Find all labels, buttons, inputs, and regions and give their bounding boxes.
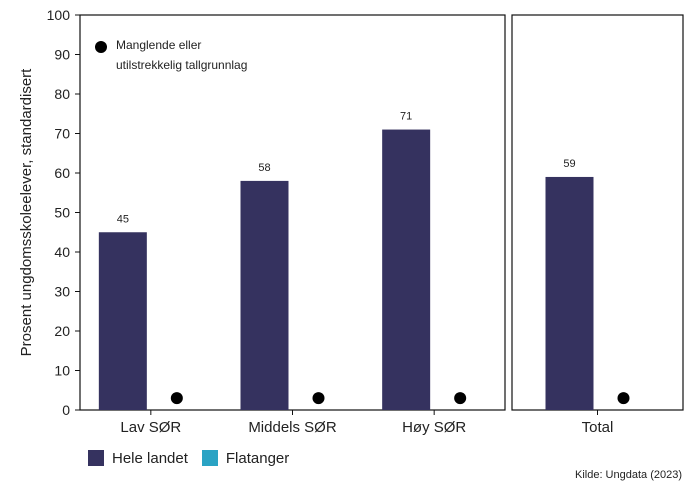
y-tick-label: 50 <box>54 205 70 221</box>
x-category-label: Middels SØR <box>248 419 337 436</box>
bar-value-label: 58 <box>258 162 270 174</box>
missing-data-marker <box>617 392 630 405</box>
legend-swatch-hele-landet <box>88 450 104 466</box>
y-tick-label: 0 <box>62 402 70 418</box>
missing-data-marker <box>312 392 325 405</box>
missing-data-note: Manglende eller <box>116 38 201 52</box>
legend-label-flatanger: Flatanger <box>225 449 290 467</box>
y-tick-label: 80 <box>54 86 70 102</box>
bar-value-label: 71 <box>400 111 412 123</box>
legend-label-hele-landet: Hele landet <box>112 449 188 467</box>
y-tick-label: 40 <box>54 244 70 260</box>
source-note: Kilde: Ungdata (2023) <box>574 469 682 481</box>
missing-data-marker <box>454 392 467 405</box>
bar-hele-landet <box>98 232 147 410</box>
bar-value-label: 59 <box>563 158 575 170</box>
missing-data-note: utilstrekkelig tallgrunnlag <box>116 58 247 72</box>
legend-item-flatanger: Flatanger <box>201 449 290 467</box>
y-tick-label: 30 <box>54 284 70 300</box>
x-category-label: Høy SØR <box>402 419 466 436</box>
legend-swatch-flatanger <box>201 450 218 466</box>
y-tick-label: 100 <box>47 7 71 23</box>
y-axis-label: Prosent ungdomsskoleelever, standardiser… <box>18 68 35 356</box>
panel-frame-2 <box>511 14 684 411</box>
y-tick-label: 90 <box>54 47 70 63</box>
y-tick-label: 70 <box>54 126 70 142</box>
y-tick-label: 20 <box>54 323 70 339</box>
bar-hele-landet <box>545 176 594 410</box>
missing-data-marker <box>170 392 183 405</box>
y-tick-label: 60 <box>54 165 70 181</box>
bar-value-label: 45 <box>117 213 129 225</box>
y-tick-label: 10 <box>54 363 70 379</box>
bar-hele-landet <box>240 180 289 410</box>
x-category-label: Total <box>582 419 614 436</box>
legend: Hele landet Flatanger <box>88 447 289 469</box>
bar-hele-landet <box>382 129 431 411</box>
x-category-label: Lav SØR <box>120 419 181 436</box>
missing-data-legend-marker <box>95 41 107 53</box>
legend-item-hele-landet: Hele landet <box>88 450 188 467</box>
